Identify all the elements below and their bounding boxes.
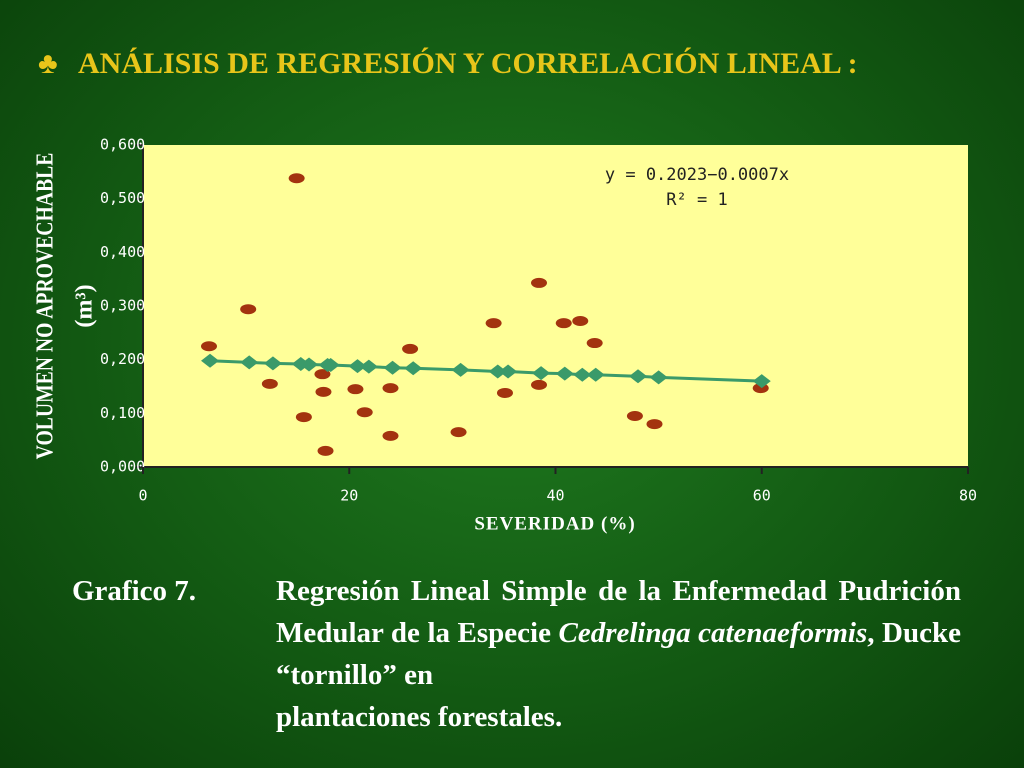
fit-marker — [649, 370, 668, 385]
y-axis-label: (m³) — [72, 284, 98, 327]
fit-marker — [586, 367, 605, 382]
plot-area — [143, 145, 968, 467]
fit-marker — [532, 366, 551, 381]
data-point — [531, 277, 547, 288]
fit-marker — [300, 357, 319, 372]
data-point — [356, 407, 373, 418]
data-point — [347, 384, 364, 395]
data-point — [240, 304, 257, 315]
y-tick-label: 0,100 — [100, 404, 145, 422]
y-tick-label: 0,300 — [100, 297, 145, 315]
y-tick-label: 0,500 — [100, 189, 145, 207]
fit-marker — [263, 356, 282, 371]
x-tick-label: 20 — [340, 487, 358, 505]
title: ANÁLISIS DE REGRESIÓN Y CORRELACIÓN LINE… — [78, 47, 858, 80]
data-point — [646, 419, 663, 430]
caption-part: plantaciones forestales. — [276, 701, 563, 733]
data-point — [261, 378, 278, 389]
bullet: ♣ — [38, 47, 58, 80]
y-tick-label: 0,600 — [100, 136, 145, 154]
y-axis-label: VOLUMEN NO APROVECHABLE — [31, 153, 58, 460]
data-point — [450, 427, 467, 438]
caption-part: , Ducke “tornillo” en — [276, 617, 961, 691]
fit-marker — [499, 364, 518, 379]
data-point — [531, 379, 547, 390]
data-point — [295, 412, 312, 423]
fit-marker — [573, 367, 592, 382]
data-point — [586, 338, 603, 349]
data-point — [485, 318, 502, 329]
data-point — [555, 318, 572, 329]
y-tick-label: 0,000 — [100, 458, 145, 476]
fit-marker — [201, 353, 220, 368]
fit-marker — [451, 362, 470, 377]
x-tick-label: 0 — [138, 487, 147, 505]
data-point — [572, 316, 589, 327]
data-point — [317, 445, 334, 456]
data-point — [201, 341, 217, 352]
annotation: y = 0.2023−0.0007x — [605, 165, 789, 185]
fit-marker — [321, 358, 340, 373]
data-point — [626, 411, 643, 422]
x-tick-label: 80 — [959, 487, 977, 505]
annotation: R² = 1 — [666, 190, 727, 210]
data-point — [496, 387, 513, 398]
y-tick-label: 0,400 — [100, 243, 145, 261]
caption-text: Regresión Lineal Simple de la Enfermedad… — [276, 570, 961, 738]
fit-marker — [348, 359, 367, 374]
data-point — [314, 369, 331, 380]
caption-part: Regresión Lineal Simple de la Enfermedad… — [276, 575, 961, 649]
fit-marker — [240, 355, 259, 370]
x-tick-label: 40 — [546, 487, 564, 505]
caption-italic: Cedrelinga catenaeformis — [558, 617, 868, 649]
caption-label: Grafico 7. — [72, 575, 197, 607]
x-axis-label: SEVERIDAD (%) — [474, 513, 635, 534]
fit-marker — [555, 366, 574, 381]
fit-marker — [404, 361, 423, 376]
data-point — [288, 173, 305, 184]
data-point — [382, 430, 399, 441]
fit-marker — [383, 360, 402, 375]
x-tick-label: 60 — [753, 487, 771, 505]
data-point — [402, 343, 419, 354]
fit-marker — [359, 359, 378, 374]
data-point — [382, 383, 399, 394]
fit-marker — [752, 374, 771, 389]
data-point — [315, 386, 332, 397]
fit-marker — [629, 369, 647, 384]
fit-marker — [488, 364, 507, 379]
y-tick-label: 0,200 — [100, 350, 145, 368]
